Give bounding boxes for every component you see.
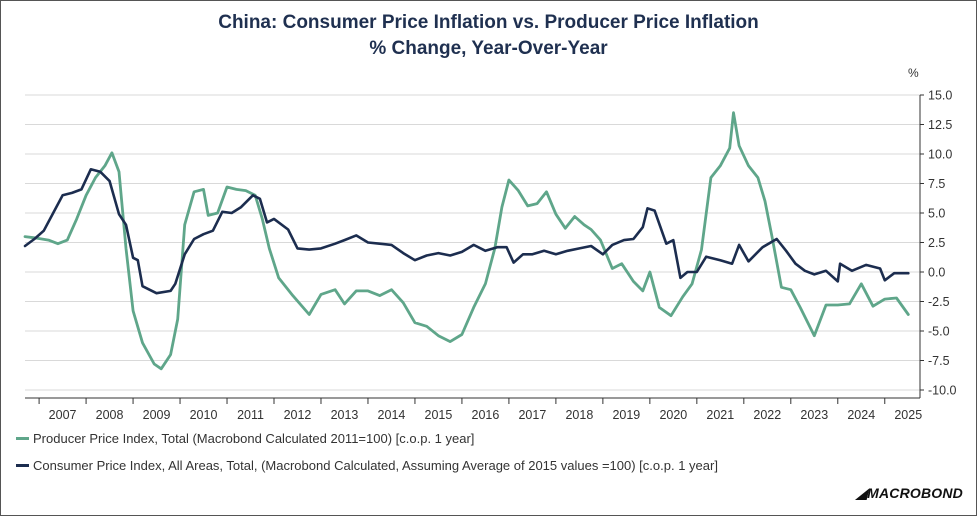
y-tick-label: 7.5 bbox=[928, 177, 945, 191]
grid-layer bbox=[25, 94, 920, 391]
x-tick-label: 2018 bbox=[565, 408, 593, 422]
y-tick-label: 10.0 bbox=[928, 148, 952, 162]
x-tick-label: 2012 bbox=[284, 408, 312, 422]
y-tick-label: 5.0 bbox=[928, 207, 945, 221]
x-tick-label: 2014 bbox=[378, 408, 406, 422]
x-tick-label: 2016 bbox=[472, 408, 500, 422]
legend-swatch-ppi bbox=[16, 437, 29, 440]
legend-item-cpi: Consumer Price Index, All Areas, Total, … bbox=[16, 458, 718, 473]
y-tick-label: 0.0 bbox=[928, 266, 945, 280]
brand-logo: ◢MACROBOND bbox=[856, 485, 963, 501]
y-tick-label: -7.5 bbox=[928, 354, 950, 368]
x-tick-label: 2011 bbox=[237, 408, 264, 422]
x-tick-label: 2017 bbox=[518, 408, 546, 422]
x-tick-label: 2025 bbox=[894, 408, 922, 422]
x-tick-label: 2019 bbox=[612, 408, 640, 422]
x-tick-label: 2015 bbox=[425, 408, 453, 422]
chart-title: China: Consumer Price Inflation vs. Prod… bbox=[218, 12, 759, 33]
x-tick-label: 2020 bbox=[659, 408, 687, 422]
x-tick-label: 2021 bbox=[706, 408, 734, 422]
x-tick-label: 2022 bbox=[753, 408, 781, 422]
x-tick-label: 2008 bbox=[96, 408, 124, 422]
axis-layer: 15.0 12.5 10.0 7.5 5.0 2.5 0.0 -2.5 -5.0 -7.5 -10.… bbox=[25, 89, 957, 422]
y-tick-label: -5.0 bbox=[928, 325, 950, 339]
series-line-ppi bbox=[23, 111, 910, 371]
series-line-cpi bbox=[23, 168, 910, 295]
brand-mark-icon: ◢ bbox=[856, 485, 868, 501]
y-tick-label: 12.5 bbox=[928, 118, 952, 132]
x-tick-label: 2007 bbox=[49, 408, 77, 422]
x-tick-label: 2010 bbox=[190, 408, 218, 422]
legend-swatch-cpi bbox=[16, 464, 29, 467]
legend-label-ppi: Producer Price Index, Total (Macrobond C… bbox=[33, 431, 475, 446]
chart-subtitle: % Change, Year-Over-Year bbox=[369, 38, 608, 59]
y-tick-label: 2.5 bbox=[928, 236, 945, 250]
x-tick-label: 2013 bbox=[331, 408, 359, 422]
y-axis-unit: % bbox=[908, 66, 919, 80]
x-tick-label: 2023 bbox=[800, 408, 828, 422]
y-tick-label: -2.5 bbox=[928, 295, 950, 309]
y-tick-label: -10.0 bbox=[928, 384, 957, 398]
x-tick-label: 2009 bbox=[143, 408, 171, 422]
x-tick-label: 2024 bbox=[847, 408, 875, 422]
y-tick-label: 15.0 bbox=[928, 89, 952, 103]
legend-label-cpi: Consumer Price Index, All Areas, Total, … bbox=[33, 458, 718, 473]
legend-item-ppi: Producer Price Index, Total (Macrobond C… bbox=[16, 431, 474, 446]
series-layer bbox=[23, 111, 910, 371]
